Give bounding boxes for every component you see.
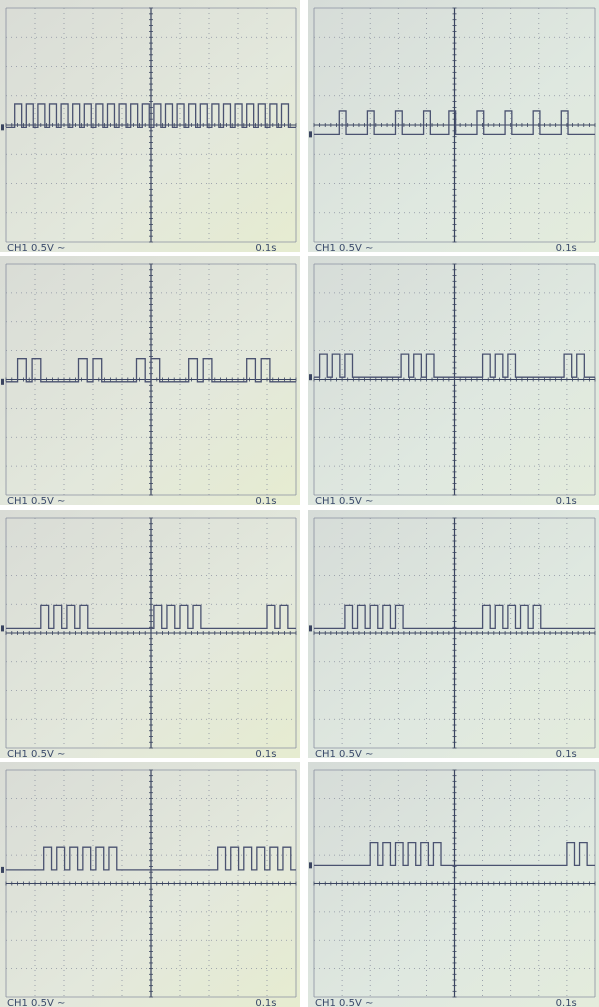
trace-marker [1, 625, 4, 631]
timebase-label: 0.1s [255, 998, 276, 1007]
scope-panel: CH1 0.5V ∼ 0.1s [0, 0, 300, 254]
channel-label: CH1 0.5V ∼ [7, 496, 65, 507]
scope-grid: CH1 0.5V ∼ 0.1s CH1 0.5V ∼ 0.1s CH1 0.5V ∼ 0.… [0, 0, 599, 1007]
scope-panel: CH1 0.5V ∼ 0.1s [308, 256, 599, 507]
channel-label: CH1 0.5V ∼ [315, 496, 373, 507]
timebase-label: 0.1s [255, 496, 276, 507]
timebase-label: 0.1s [556, 998, 577, 1007]
timebase-label: 0.1s [556, 749, 577, 760]
scope-panel: CH1 0.5V ∼ 0.1s [0, 510, 300, 760]
page: CH1 0.5V ∼ 0.1s CH1 0.5V ∼ 0.1s CH1 0.5V ∼ 0.… [0, 0, 599, 1007]
trace-marker [309, 862, 312, 868]
trace-marker [1, 124, 4, 130]
trace-marker [1, 867, 4, 873]
timebase-label: 0.1s [556, 496, 577, 507]
channel-label: CH1 0.5V ∼ [7, 243, 65, 254]
scope-panel: CH1 0.5V ∼ 0.1s [308, 510, 599, 760]
scope-panel: CH1 0.5V ∼ 0.1s [0, 256, 300, 507]
scope-panel: CH1 0.5V ∼ 0.1s [308, 762, 599, 1007]
timebase-label: 0.1s [255, 243, 276, 254]
channel-label: CH1 0.5V ∼ [7, 998, 65, 1007]
timebase-label: 0.1s [556, 243, 577, 254]
trace-marker [309, 131, 312, 137]
trace-marker [309, 374, 312, 380]
scope-panel: CH1 0.5V ∼ 0.1s [308, 0, 599, 254]
channel-label: CH1 0.5V ∼ [315, 998, 373, 1007]
channel-label: CH1 0.5V ∼ [7, 749, 65, 760]
channel-label: CH1 0.5V ∼ [315, 749, 373, 760]
trace-marker [1, 379, 4, 385]
timebase-label: 0.1s [255, 749, 276, 760]
trace-marker [309, 625, 312, 631]
scope-panel: CH1 0.5V ∼ 0.1s [0, 762, 300, 1007]
channel-label: CH1 0.5V ∼ [315, 243, 373, 254]
